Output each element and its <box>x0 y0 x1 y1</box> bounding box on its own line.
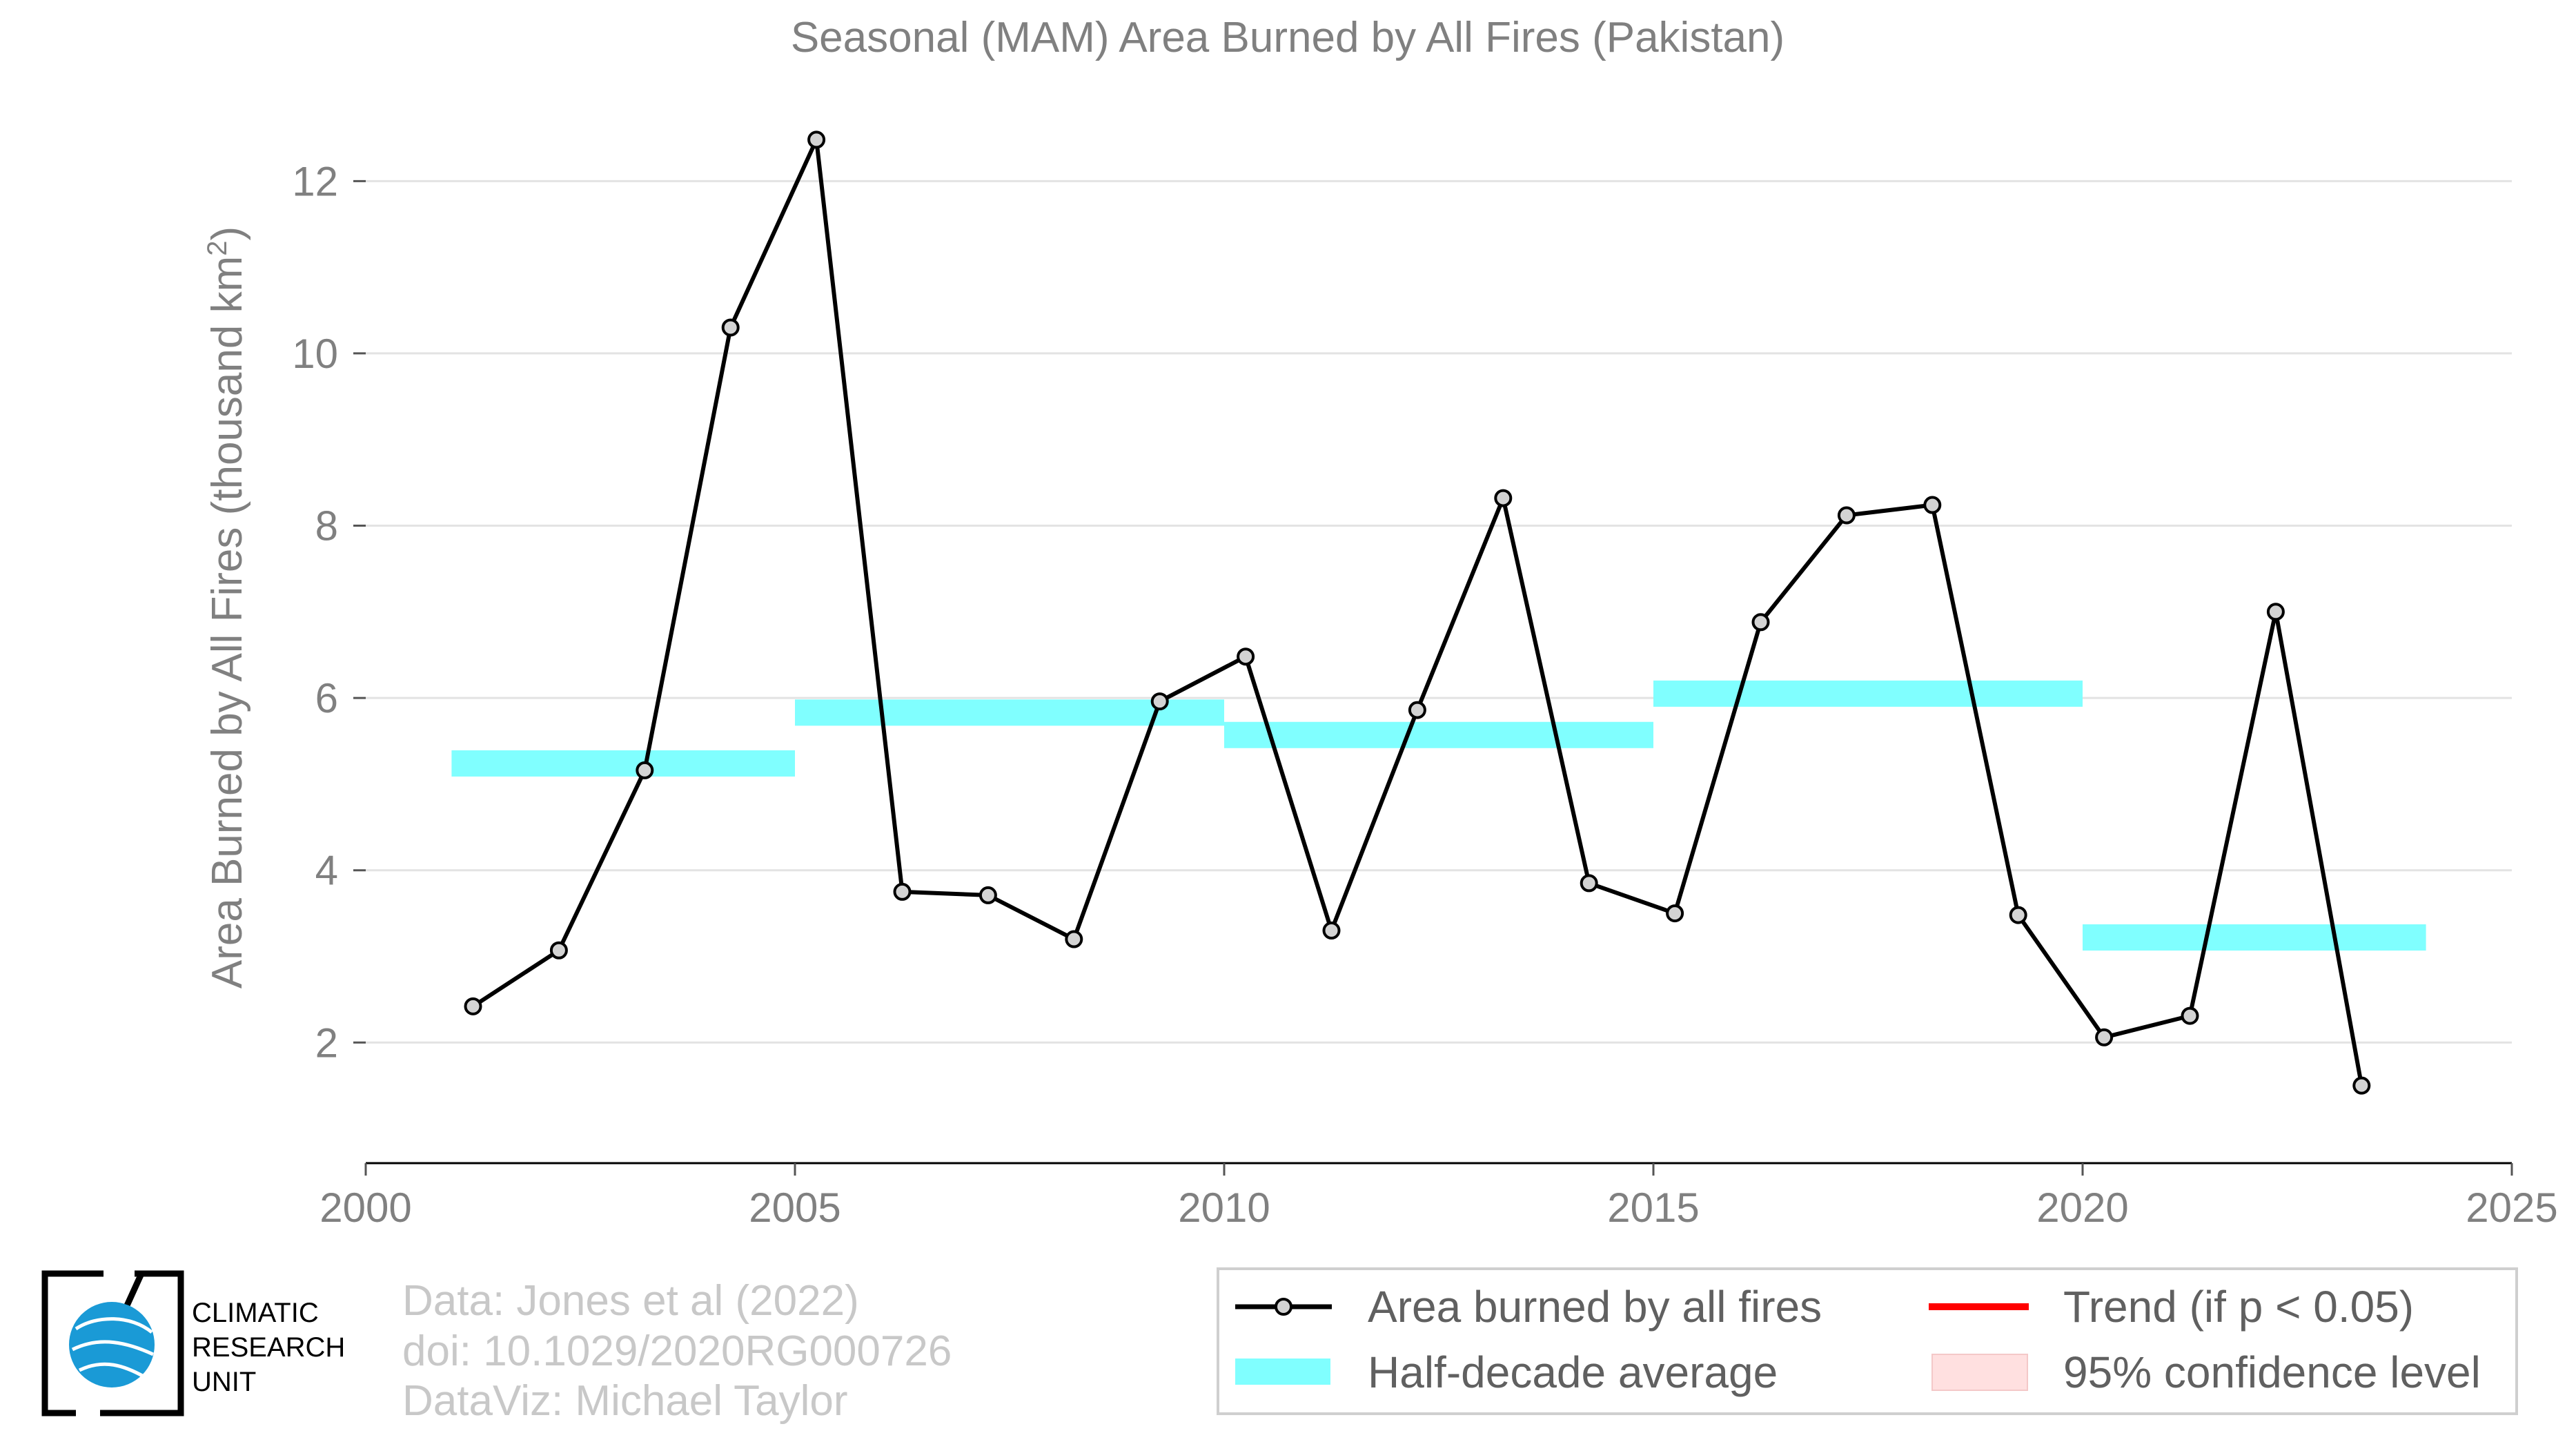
data-point-1 <box>549 941 568 960</box>
data-point-11 <box>1408 701 1426 719</box>
legend-label-area-burned: Area burned by all fires <box>1368 1282 1822 1332</box>
data-point-20 <box>2181 1006 2199 1025</box>
data-point-15 <box>1751 613 1770 632</box>
legend-swatch-confidence <box>1931 1354 2028 1391</box>
logo-text-research: RESEARCH <box>192 1332 345 1363</box>
data-point-9 <box>1237 647 1255 666</box>
credit-doi: doi: 10.1029/2020RG000726 <box>402 1327 952 1375</box>
x-tick-label-2025: 2025 <box>2466 1185 2557 1231</box>
legend-entry-trend: Trend (if p < 0.05) <box>1929 1282 2414 1332</box>
legend-label-trend: Trend (if p < 0.05) <box>2063 1282 2414 1332</box>
y-tick-label-6: 6 <box>315 675 338 721</box>
legend: Area burned by all fires Trend (if p < 0… <box>1217 1267 2518 1415</box>
y-ticks: 2 4 6 8 10 12 <box>292 158 366 1066</box>
data-point-13 <box>1580 874 1598 893</box>
data-point-14 <box>1666 904 1684 923</box>
x-tick-label-2015: 2015 <box>1607 1185 1699 1231</box>
data-point-0 <box>464 997 482 1015</box>
series-line <box>471 137 2364 1087</box>
half-decade-average-bands <box>451 680 2426 951</box>
legend-entry-area-burned: Area burned by all fires <box>1235 1282 1822 1332</box>
data-point-2 <box>636 761 654 779</box>
x-tick-label-2000: 2000 <box>319 1185 411 1231</box>
data-point-18 <box>2009 906 2027 924</box>
grid-lines <box>366 179 2512 1044</box>
data-point-10 <box>1322 922 1341 940</box>
logo-text-unit: UNIT <box>192 1367 256 1397</box>
data-point-7 <box>1065 930 1083 948</box>
legend-entry-half-decade: Half-decade average <box>1235 1347 1778 1397</box>
credit-dataviz: DataViz: Michael Taylor <box>402 1377 848 1425</box>
data-point-5 <box>893 882 912 901</box>
chart-title: Seasonal (MAM) Area Burned by All Fires … <box>791 14 1784 61</box>
y-tick-label-12: 12 <box>292 158 338 204</box>
logo-bracket-right <box>100 1270 184 1416</box>
half-decade-bar-4 <box>2083 924 2426 951</box>
y-axis-label-main: Area Burned by All Fires (thousand km <box>204 256 251 989</box>
y-axis-label-close: ) <box>204 226 251 241</box>
legend-entry-confidence: 95% confidence level <box>1931 1347 2481 1397</box>
cru-logo: CLIMATIC RESEARCH UNIT <box>41 1270 345 1416</box>
logo-text-climatic: CLIMATIC <box>192 1298 319 1328</box>
y-tick-label-4: 4 <box>315 848 338 894</box>
legend-frame <box>1217 1267 2518 1415</box>
x-tick-label-2005: 2005 <box>749 1185 840 1231</box>
y-axis-label: Area Burned by All Fires (thousand km2) <box>202 226 251 989</box>
logo-bracket-left <box>41 1270 104 1416</box>
legend-label-half-decade: Half-decade average <box>1368 1347 1778 1397</box>
legend-swatch-half-decade <box>1235 1359 1330 1385</box>
logo-globe-swirl <box>71 1317 155 1379</box>
data-point-6 <box>979 886 997 904</box>
legend-swatch-marker <box>1275 1298 1292 1316</box>
data-point-22 <box>2352 1076 2371 1095</box>
series-area-burned <box>464 130 2371 1095</box>
half-decade-bar-2 <box>1224 721 1653 748</box>
legend-label-confidence: 95% confidence level <box>2063 1347 2481 1397</box>
credit-data: Data: Jones et al (2022) <box>402 1277 859 1325</box>
data-point-16 <box>1837 506 1856 525</box>
data-point-19 <box>2095 1028 2114 1046</box>
y-axis-label-sup: 2 <box>202 241 233 256</box>
data-point-17 <box>1923 496 1942 514</box>
data-point-12 <box>1494 489 1513 507</box>
x-tick-label-2010: 2010 <box>1178 1185 1270 1231</box>
y-tick-label-8: 8 <box>315 503 338 549</box>
data-point-21 <box>2266 603 2285 621</box>
y-tick-label-2: 2 <box>315 1020 338 1066</box>
x-ticks: 2000 2005 2010 2015 2020 2025 <box>319 1163 2558 1231</box>
data-point-3 <box>721 318 740 337</box>
data-point-4 <box>807 130 826 149</box>
y-tick-label-10: 10 <box>292 331 338 377</box>
half-decade-bar-3 <box>1653 680 2083 707</box>
half-decade-bar-0 <box>451 750 795 777</box>
x-tick-label-2020: 2020 <box>2036 1185 2128 1231</box>
data-point-8 <box>1150 692 1169 711</box>
